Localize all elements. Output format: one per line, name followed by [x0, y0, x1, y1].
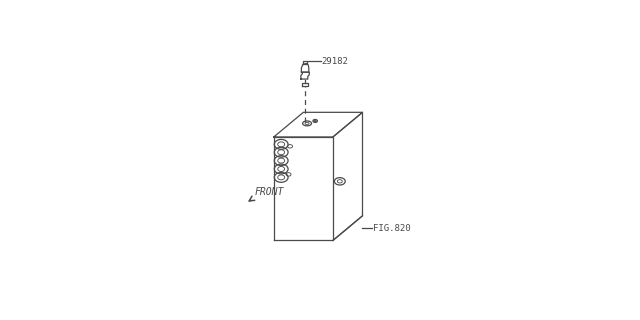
Text: FIG.820: FIG.820 [373, 224, 410, 233]
Text: 29182: 29182 [321, 57, 348, 66]
Text: FRONT: FRONT [254, 187, 284, 197]
